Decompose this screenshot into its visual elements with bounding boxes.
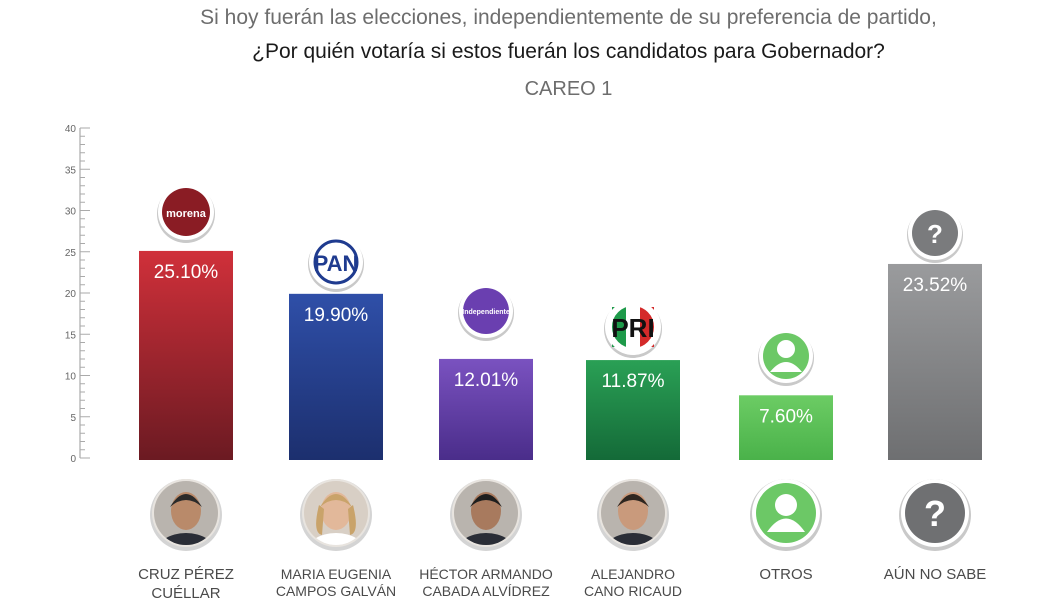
candidate-name: HÉCTOR ARMANDO CABADA ALVÍDREZ xyxy=(401,566,571,600)
pan-logo-icon: PAN xyxy=(308,235,364,292)
candidate-name: MARIA EUGENIA CAMPOS GALVÁN xyxy=(251,566,421,600)
y-tick-label: 30 xyxy=(65,207,77,218)
pri-logo-icon: PRI xyxy=(604,299,662,358)
avatar-hector-armando xyxy=(450,479,522,551)
candidate-name-line2: CANO RICAUD xyxy=(583,583,682,599)
bar-value-label: 7.60% xyxy=(759,406,813,427)
independiente-logo-icon: Independiente xyxy=(458,284,514,341)
y-tick-label: 15 xyxy=(65,330,77,341)
question-icon: ? xyxy=(907,206,963,263)
candidate-avatars-group: ? xyxy=(150,479,971,551)
candidate-name: ALEJANDRO CANO RICAUD xyxy=(548,566,718,600)
svg-text:?: ? xyxy=(927,219,943,249)
svg-text:PRI: PRI xyxy=(611,313,654,343)
svg-text:Independiente: Independiente xyxy=(462,309,510,316)
candidate-name-line1: MARIA EUGENIA xyxy=(280,566,392,582)
bar xyxy=(439,358,533,460)
otros-user-icon xyxy=(750,479,822,551)
y-tick-label: 25 xyxy=(65,248,77,259)
party-logos-group: morena PAN Independiente PRI? xyxy=(157,184,963,386)
candidate-name: OTROS xyxy=(701,566,871,583)
svg-text:?: ? xyxy=(924,493,946,534)
candidate-name: AÚN NO SABE xyxy=(850,566,1020,583)
bar-value-label: 23.52% xyxy=(903,275,968,296)
candidate-name-line1: CRUZ PÉREZ xyxy=(138,566,234,583)
bar-value-label: 25.10% xyxy=(154,262,219,283)
y-tick-label: 5 xyxy=(70,413,76,424)
question-line-2: ¿Por quién votaría si estos fuerán los c… xyxy=(252,40,885,63)
svg-text:morena: morena xyxy=(166,208,207,220)
candidate-name-line1: HÉCTOR ARMANDO xyxy=(419,566,553,582)
y-tick-label: 35 xyxy=(65,165,77,176)
y-tick-label: 40 xyxy=(65,124,77,135)
avatar-alejandro-cano xyxy=(597,479,669,551)
candidate-name: CRUZ PÉREZ CUÉLLAR xyxy=(101,565,271,603)
morena-logo-icon: morena xyxy=(157,184,215,243)
bar-value-label: 11.87% xyxy=(601,371,664,392)
bar-value-label: 19.90% xyxy=(304,305,369,326)
candidate-name-line2: CAMPOS GALVÁN xyxy=(275,583,397,599)
user-icon xyxy=(758,329,814,386)
bar xyxy=(888,263,982,460)
candidate-name-line1: ALEJANDRO xyxy=(590,566,676,582)
bar-value-label: 12.01% xyxy=(454,370,519,391)
y-axis: 0 5 10 15 20 25 30 35 40 xyxy=(65,124,90,465)
bar xyxy=(289,293,383,460)
y-tick-label: 20 xyxy=(65,289,77,300)
bar xyxy=(139,250,233,460)
bar xyxy=(586,360,680,460)
svg-text:PAN: PAN xyxy=(314,251,359,276)
y-tick-label: 10 xyxy=(65,372,77,383)
avatar-cruz-perez xyxy=(150,479,222,551)
candidate-name-line1: OTROS xyxy=(759,566,813,583)
candidate-name-line2: CUÉLLAR xyxy=(151,585,221,602)
question-line-1: Si hoy fuerán las elecciones, independie… xyxy=(200,6,937,29)
bar xyxy=(739,395,833,460)
unknown-question-icon: ? xyxy=(899,479,971,551)
chart-subtitle: CAREO 1 xyxy=(524,78,613,100)
candidate-name-line2: CABADA ALVÍDREZ xyxy=(422,583,550,599)
candidate-name-line1: AÚN NO SABE xyxy=(883,566,987,583)
avatar-maria-eugenia xyxy=(300,479,372,551)
y-tick-label: 0 xyxy=(70,454,76,465)
bars-group: 25.10% 19.90% 12.01% 11.87% 7.60% 23.52% xyxy=(139,250,982,460)
